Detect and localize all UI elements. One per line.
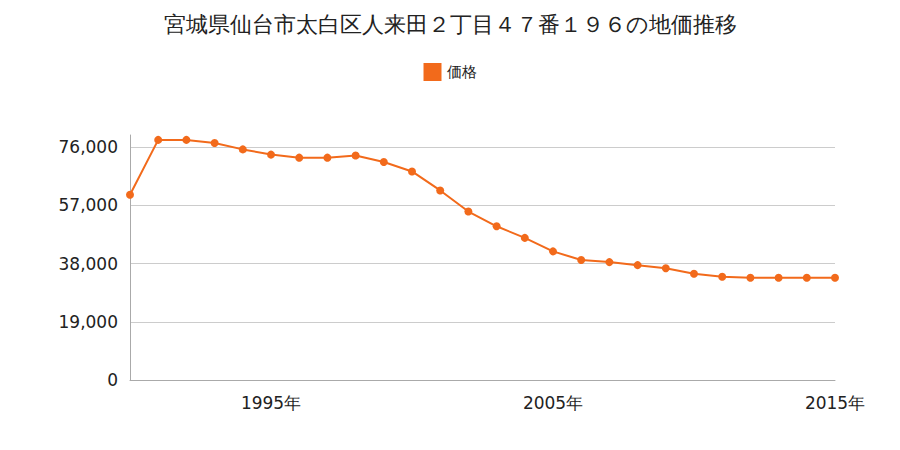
svg-text:2005年: 2005年 [523,393,583,413]
svg-text:76,000: 76,000 [59,137,118,157]
svg-text:19,000: 19,000 [59,312,118,332]
svg-text:38,000: 38,000 [59,254,118,274]
svg-text:0: 0 [107,370,118,390]
svg-text:2015年: 2015年 [805,393,865,413]
svg-text:宮城県仙台市太白区人来田２丁目４７番１９６の地価推移: 宮城県仙台市太白区人来田２丁目４７番１９６の地価推移 [164,12,737,37]
svg-text:57,000: 57,000 [59,195,118,215]
svg-text:1995年: 1995年 [241,393,301,413]
svg-text:価格: 価格 [447,63,477,81]
